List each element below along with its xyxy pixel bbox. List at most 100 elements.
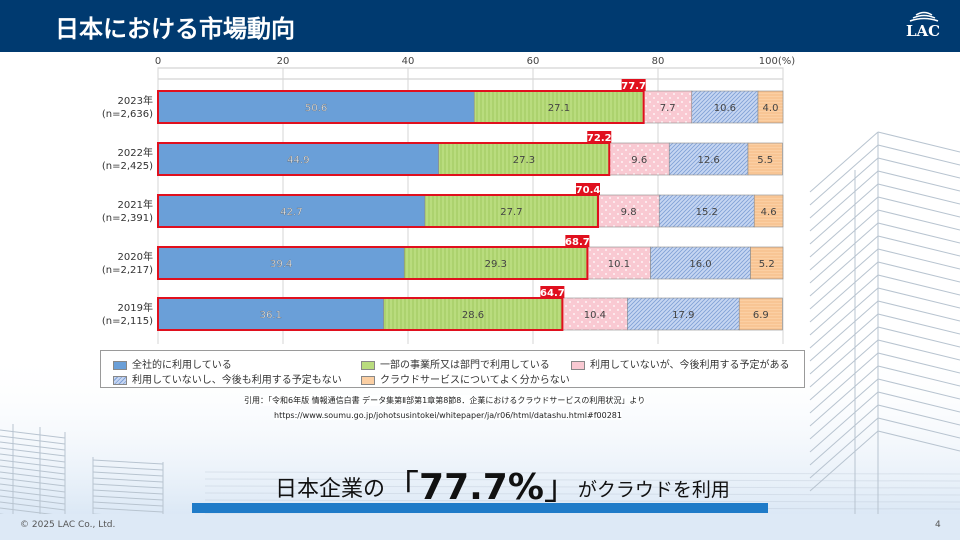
headline-value: 77.7% — [419, 467, 544, 508]
bar-value-label: 9.8 — [621, 207, 637, 218]
copyright: © 2025 LAC Co., Ltd. — [20, 520, 116, 530]
bar-value-label: 4.6 — [761, 207, 777, 218]
legend-item: クラウドサービスについてよく分からない — [361, 371, 570, 386]
bar-segment — [747, 142, 783, 176]
page-title: 日本における市場動向 — [55, 15, 295, 43]
total-badge — [587, 131, 612, 143]
highlight-box — [157, 297, 564, 331]
x-tick-label: 0 — [155, 56, 161, 67]
legend-label: 利用していないし、今後も利用する予定もない — [132, 375, 342, 386]
category-year-label: 2020年 — [118, 250, 153, 263]
page-number: 4 — [935, 520, 941, 530]
bar-segment — [668, 142, 749, 176]
bar-value-label: 17.9 — [672, 310, 694, 321]
bar-value-label: 6.9 — [753, 310, 769, 321]
total-badge — [565, 235, 590, 247]
legend-label: 全社的に利用している — [132, 360, 232, 371]
bar-value-label: 10.4 — [584, 310, 606, 321]
total-badge — [621, 79, 646, 91]
headline-suffix: がクラウドを利用 — [577, 479, 730, 501]
legend-swatch-hatched — [113, 375, 127, 385]
axis-frame — [157, 67, 784, 80]
bar-value-label: 4.0 — [763, 103, 779, 114]
legend-item: 利用していないし、今後も利用する予定もない — [113, 371, 342, 386]
bar-segment — [383, 297, 563, 331]
category-n-label: (n=2,115) — [102, 316, 153, 327]
highlight-box — [157, 246, 589, 280]
bar-value-label: 28.6 — [462, 310, 484, 321]
total-badge — [576, 183, 600, 195]
total-label: 68.7 — [565, 237, 590, 248]
x-tick-label: 60 — [527, 56, 540, 67]
legend-item: 利用していないが、今後利用する予定がある — [571, 356, 790, 371]
category-n-label: (n=2,425) — [102, 161, 153, 172]
total-label: 72.2 — [587, 133, 612, 144]
bar-segment — [738, 297, 783, 331]
headline: 日本企業の「77.7%」がクラウドを利用 — [275, 460, 730, 509]
highlight-box — [157, 90, 645, 124]
header-bar: 日本における市場動向 LAC — [0, 0, 960, 52]
highlight-box — [157, 142, 611, 176]
bar-value-label: 7.7 — [660, 103, 676, 114]
bar-segment — [757, 90, 784, 124]
headline-prefix: 日本企業の — [275, 477, 386, 502]
total-label: 77.7 — [621, 81, 646, 92]
bar-segment — [750, 246, 784, 280]
x-tick-label: 100(%) — [759, 56, 795, 67]
total-label: 64.7 — [540, 288, 565, 299]
category-n-label: (n=2,636) — [102, 109, 153, 120]
bar-value-label: 16.0 — [689, 259, 711, 270]
legend-label: 一部の事業所又は部門で利用している — [380, 360, 550, 371]
logo-arc-icon — [909, 11, 939, 22]
bar-value-label: 42.7 — [280, 207, 302, 218]
bar-segment — [157, 194, 426, 228]
lac-logo: LAC — [900, 10, 950, 44]
legend-item: 全社的に利用している — [113, 356, 232, 371]
logo-text: LAC — [906, 22, 941, 40]
bar-segment — [691, 90, 759, 124]
bar-value-label: 5.2 — [759, 259, 775, 270]
legend-item: 一部の事業所又は部門で利用している — [361, 356, 550, 371]
bar-value-label: 29.3 — [485, 259, 507, 270]
bar-segment — [157, 246, 405, 280]
bar-value-label: 44.9 — [287, 155, 309, 166]
bar-value-label: 50.6 — [305, 103, 327, 114]
headline-close-bracket: 」 — [543, 468, 578, 508]
bar-value-label: 10.1 — [608, 259, 630, 270]
bar-value-label: 15.2 — [696, 207, 718, 218]
category-year-label: 2023年 — [118, 94, 153, 107]
x-tick-label: 20 — [277, 56, 290, 67]
bar-value-label: 9.6 — [631, 155, 647, 166]
bar-segment — [650, 246, 751, 280]
category-year-label: 2022年 — [118, 146, 153, 159]
citation-source: 引用：「令和6年版 情報通信白書 データ集第Ⅱ部第1章第8節8．企業におけるクラ… — [244, 395, 646, 406]
legend-swatch-green — [361, 360, 375, 370]
legend-swatch-pink — [571, 360, 585, 370]
bar-value-label: 10.6 — [714, 103, 736, 114]
bar-segment — [562, 297, 628, 331]
bar-segment — [473, 90, 644, 124]
bar-value-label: 36.1 — [260, 310, 282, 321]
category-year-label: 2019年 — [118, 301, 153, 314]
bar-value-label: 27.1 — [548, 103, 570, 114]
bar-segment — [643, 90, 693, 124]
category-year-label: 2021年 — [118, 198, 153, 211]
citation-url[interactable]: https://www.soumu.go.jp/johotsusintokei/… — [274, 411, 622, 420]
legend-swatch-orange — [361, 375, 375, 385]
stacked-bar-chart: 0 20 40 60 80 100(%) 50.6 27.1 7.7 10.6 4.0 77.7 44… — [102, 56, 795, 344]
legend-label: 利用していないが、今後利用する予定がある — [590, 360, 790, 371]
bar-value-label: 39.4 — [270, 259, 292, 270]
x-tick-label: 40 — [402, 56, 415, 67]
bar-value-label: 27.7 — [500, 207, 522, 218]
highlight-box — [157, 194, 599, 228]
bar-value-label: 12.6 — [697, 155, 719, 166]
bar-segment — [403, 246, 588, 280]
x-tick-label: 80 — [652, 56, 665, 67]
legend-label: クラウドサービスについてよく分からない — [380, 375, 570, 386]
headline-open-bracket: 「 — [385, 468, 420, 508]
total-badge — [540, 286, 565, 298]
category-n-label: (n=2,391) — [102, 213, 153, 224]
bar-segment — [438, 142, 610, 176]
bar-value-label: 5.5 — [757, 155, 773, 166]
